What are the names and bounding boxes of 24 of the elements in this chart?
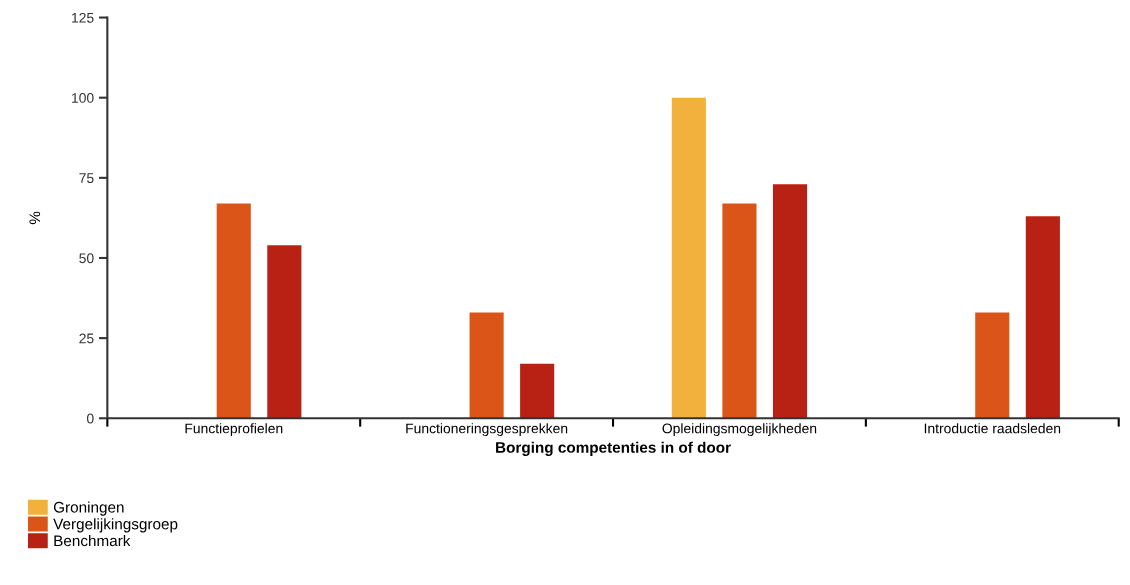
x-axis-title: Borging competenties in of door xyxy=(496,441,731,456)
bar xyxy=(216,203,251,419)
bar xyxy=(722,203,757,419)
y-tick-label: 25 xyxy=(79,333,94,344)
y-tick-label: 50 xyxy=(79,253,94,264)
x-tick-label: Introductie raadsleden xyxy=(924,423,1061,434)
y-tick-label: 0 xyxy=(86,413,94,424)
bar xyxy=(1025,216,1060,419)
legend-label: Vergelijkingsgroep xyxy=(53,518,178,533)
y-axis-title: % xyxy=(29,211,41,225)
bar xyxy=(772,184,808,419)
bar xyxy=(469,312,504,419)
bar xyxy=(975,312,1010,419)
x-tick-label: Functieprofielen xyxy=(185,423,283,437)
bar xyxy=(267,245,302,419)
bar xyxy=(671,97,706,419)
x-tick-label: Opleidingsmogelijkheden xyxy=(662,423,817,437)
bar xyxy=(520,363,555,419)
legend-label: Groningen xyxy=(53,501,124,516)
legend-label: Benchmark xyxy=(54,534,131,547)
y-tick-label: 75 xyxy=(79,173,94,184)
y-tick-label: 125 xyxy=(72,12,94,23)
y-tick-label: 100 xyxy=(72,93,94,103)
x-tick-label: Functioneringsgesprekken xyxy=(406,423,568,437)
